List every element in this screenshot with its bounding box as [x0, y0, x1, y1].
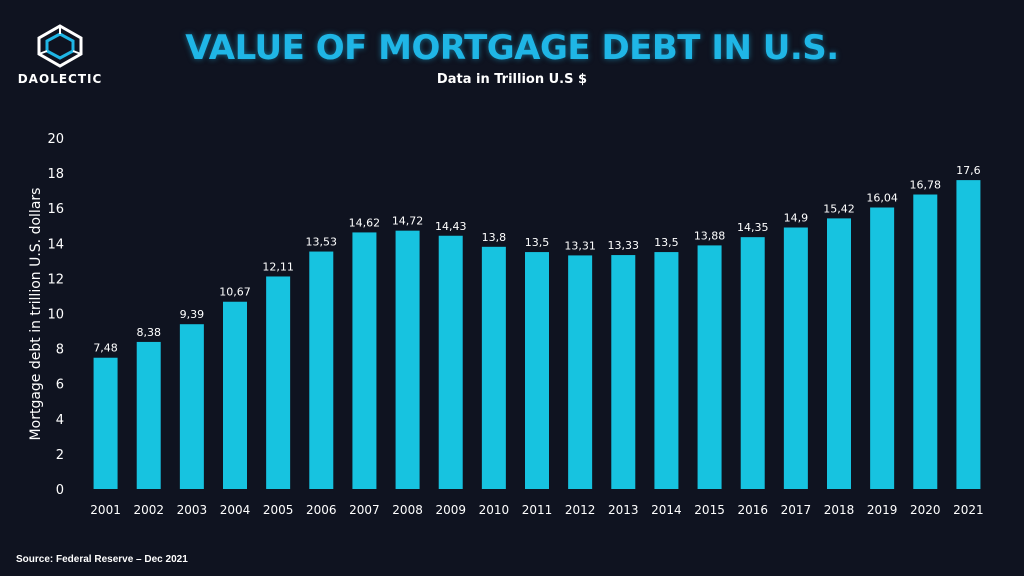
x-tick-label: 2007: [349, 503, 380, 517]
x-tick-label: 2018: [824, 503, 855, 517]
x-tick-label: 2009: [435, 503, 466, 517]
data-label-2017: 14,9: [784, 212, 809, 225]
data-label-2018: 15,42: [823, 202, 855, 215]
bar-2014: [654, 252, 679, 489]
y-tick-label: 14: [47, 237, 64, 252]
data-label-2005: 12,11: [262, 260, 294, 273]
bar-2010: [481, 246, 506, 489]
x-tick-label: 2008: [392, 503, 423, 517]
x-tick-label: 2010: [479, 503, 510, 517]
data-label-2007: 14,62: [349, 216, 381, 229]
x-tick-label: 2015: [694, 503, 725, 517]
brand-name: DAOLECTIC: [17, 72, 103, 86]
x-tick-label: 2011: [522, 503, 553, 517]
bar-2009: [438, 235, 463, 489]
x-tick-label: 2016: [737, 503, 768, 517]
bar-2011: [525, 252, 549, 489]
x-tick-label: 2003: [177, 503, 208, 517]
y-axis-ticks: 0 2 4 6 8 10 12 14 16 18 20: [47, 132, 64, 498]
x-tick-label: 2019: [867, 503, 898, 517]
bars: [93, 180, 981, 490]
source-note: Source: Federal Reserve – Dec 2021: [16, 554, 188, 565]
y-tick-label: 12: [47, 272, 64, 287]
data-label-2020: 16,78: [910, 179, 942, 192]
bar-2016: [740, 237, 765, 489]
bar-2001: [93, 357, 118, 489]
bar-2007: [352, 232, 377, 489]
bar-2008: [395, 230, 420, 489]
x-tick-label: 2021: [953, 503, 984, 517]
bar-2003: [179, 324, 204, 489]
y-tick-label: 6: [56, 378, 64, 393]
x-axis-ticks: 2001 2002 2003 2004 2005 2006 2007 2008 2009 2010…: [90, 503, 983, 517]
y-tick-label: 16: [47, 202, 64, 217]
x-tick-label: 2002: [133, 503, 164, 517]
x-tick-label: 2012: [565, 503, 596, 517]
x-tick-label: 2001: [90, 503, 121, 517]
x-tick-label: 2017: [781, 503, 812, 517]
daolectic-logo-icon: [37, 24, 83, 68]
data-label-2006: 13,53: [306, 236, 338, 249]
y-tick-label: 20: [47, 132, 64, 147]
data-label-2003: 9,39: [180, 308, 205, 321]
bar-2012: [568, 255, 593, 489]
y-tick-label: 18: [47, 167, 64, 182]
bar-2019: [870, 207, 895, 490]
x-tick-label: 2005: [263, 503, 294, 517]
data-label-2021: 17,6: [956, 164, 981, 177]
bar-2013: [611, 255, 636, 489]
data-label-2016: 14,35: [737, 221, 769, 234]
bar-2002: [136, 341, 161, 489]
data-label-2012: 13,31: [564, 239, 596, 252]
y-tick-label: 4: [56, 413, 64, 428]
x-tick-label: 2020: [910, 503, 941, 517]
x-tick-label: 2004: [220, 503, 251, 517]
bar-2018: [827, 218, 851, 489]
y-tick-label: 2: [56, 448, 64, 463]
y-axis-label: Mortgage debt in trillion U.S. dollars: [28, 188, 44, 441]
chart-title: VALUE OF MORTGAGE DEBT IN U.S.: [185, 28, 839, 68]
data-label-2015: 13,88: [694, 229, 726, 242]
data-label-2011: 13,5: [525, 236, 550, 249]
data-label-2010: 13,8: [482, 231, 507, 244]
bar-2021: [956, 180, 981, 489]
x-tick-label: 2014: [651, 503, 682, 517]
y-tick-label: 10: [47, 308, 64, 323]
bar-2017: [783, 227, 808, 489]
bar-2005: [266, 276, 291, 489]
data-label-2001: 7,48: [93, 342, 118, 355]
data-labels: 7,48 8,38 9,39 10,67 12,11 13,53 14,62 14,72 14,…: [93, 164, 980, 355]
data-label-2002: 8,38: [136, 326, 161, 339]
data-label-2008: 14,72: [392, 215, 424, 228]
bar-2020: [913, 194, 938, 490]
bar-2006: [309, 251, 334, 489]
x-tick-label: 2013: [608, 503, 639, 517]
bar-2015: [697, 245, 722, 489]
data-label-2013: 13,33: [608, 239, 640, 252]
data-label-2009: 14,43: [435, 220, 467, 233]
data-label-2004: 10,67: [219, 286, 251, 299]
chart-subtitle: Data in Trillion U.S $: [436, 72, 588, 87]
x-tick-label: 2006: [306, 503, 337, 517]
y-tick-label: 0: [56, 483, 64, 498]
data-label-2014: 13,5: [654, 236, 679, 249]
data-label-2019: 16,04: [866, 191, 898, 204]
bar-2004: [223, 301, 247, 489]
brand-logo: DAOLECTIC: [14, 24, 106, 86]
y-tick-label: 8: [56, 343, 64, 358]
